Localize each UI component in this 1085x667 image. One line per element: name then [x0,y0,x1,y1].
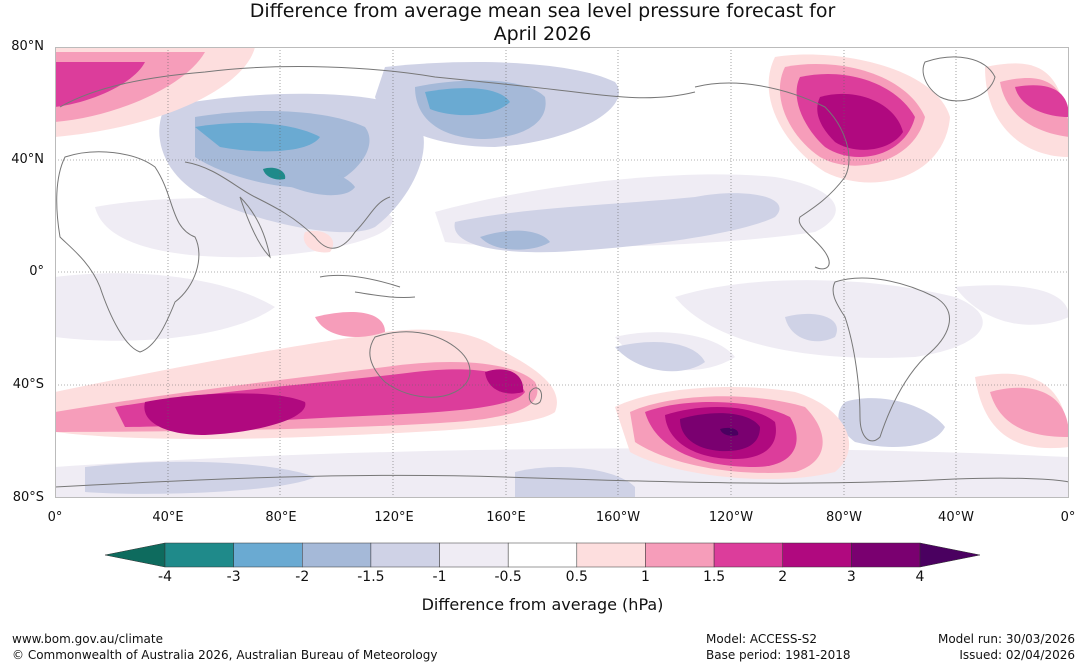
footer-issued: Issued: 02/04/2026 [959,648,1075,662]
lon-label-120w: 120°W [708,510,754,525]
colorbar-low-extension [105,542,166,568]
footer-copyright: © Commonwealth of Australia 2026, Austra… [12,648,438,662]
coast-europe-asia [59,66,696,249]
colorbar-segment [645,542,715,568]
graticule [55,47,1069,498]
lon-label-160w: 160°W [595,510,641,525]
coast-south-america [832,277,950,442]
colorbar-tick-label: -0.5 [494,569,522,585]
colorbar-tick-label: 1.5 [702,569,726,585]
title-line-1: Difference from average mean sea level p… [249,0,836,22]
colorbar-segment [576,542,646,568]
pressure-anomaly-map [55,47,1069,498]
coast-australia [369,331,471,398]
lon-label-40e: 40°E [152,510,184,525]
lon-label-160e: 160°E [486,510,526,525]
footer-run-info: Model run: 30/03/2026 Issued: 02/04/2026 [938,631,1075,663]
title-line-2: April 2026 [493,23,592,45]
coast-greenland [922,56,996,102]
lat-label-40n: 40°N [11,152,44,167]
anomaly-fill-positive-4 [720,427,739,436]
anomaly-fill-negative-3 [195,88,510,152]
coast-new-zealand [528,387,543,405]
coast-north-america [694,82,850,270]
colorbar-label: Difference from average (hPa) [421,595,664,614]
map-frame [55,47,1069,498]
footer-model: Model: ACCESS-S2 [706,632,818,646]
lon-label-40w: 40°W [938,510,974,525]
colorbar-tick-label: 4 [915,569,925,585]
lon-label-80w: 80°W [826,510,862,525]
coast-indonesia [319,274,416,298]
anomaly-fill-positive-3 [680,413,760,452]
colorbar [105,542,980,568]
colorbar-tick-label: -4 [158,569,172,585]
colorbar-segment [370,542,440,568]
footer-url[interactable]: www.bom.gov.au/climate [12,632,163,646]
lat-label-80n: 80°N [11,39,44,54]
lon-label-80e: 80°E [265,510,297,525]
anomaly-fill-negative-4 [263,167,286,180]
footer-model-run: Model run: 30/03/2026 [937,632,1075,646]
footer-model-info: Model: ACCESS-S2 Base period: 1981-2018 [706,631,851,663]
colorbar-tick-label: 3 [846,569,856,585]
colorbar-segment [851,542,921,568]
lat-label-40s: 40°S [12,377,44,392]
colorbar-segment [713,542,783,568]
colorbar-tick-label: 2 [778,569,788,585]
map-title: Difference from average mean sea level p… [0,0,1085,46]
colorbar-tick-label: -1 [432,569,447,585]
colorbar-tick-label: 0.5 [565,569,588,585]
coast-antarctica [55,474,1069,488]
colorbar-segment [439,542,509,568]
colorbar-tick-label: 1 [640,569,650,585]
lon-label-0: 0° [47,510,63,525]
lat-label-80s: 80°S [12,490,44,505]
colorbar-segment [164,542,234,568]
lon-label-120e: 120°E [374,510,414,525]
colorbar-segment [507,542,578,568]
colorbar-segment [782,542,852,568]
footer-base-period: Base period: 1981-2018 [706,648,851,662]
lon-label-0-east: 0° [1060,510,1076,525]
coast-india [239,196,271,259]
colorbar-tick-label: -1.5 [357,569,385,585]
colorbar-segment [302,542,372,568]
coast-africa [56,151,200,353]
coastlines [55,56,1069,488]
colorbar-tick-label: -2 [295,569,310,585]
colorbar-tick-label: -3 [226,569,241,585]
footer-left: www.bom.gov.au/climate © Commonwealth of… [12,631,437,663]
colorbar-segment [233,542,303,568]
lat-label-0: 0° [29,264,44,279]
colorbar-high-extension [919,542,980,568]
